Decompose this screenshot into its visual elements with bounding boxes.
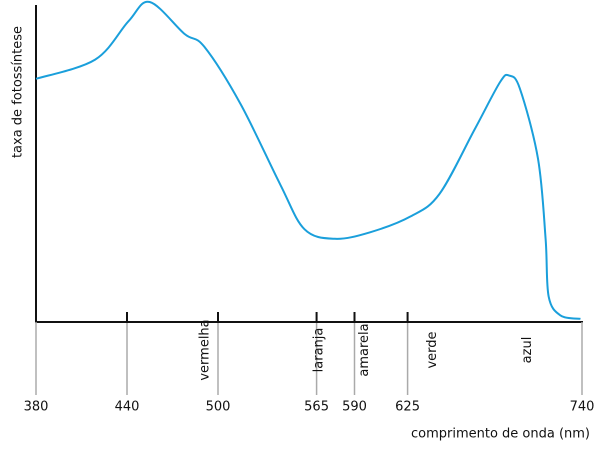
band-label: laranja	[311, 328, 326, 373]
x-tick-label: 625	[395, 400, 420, 415]
x-tick-label: 440	[115, 400, 140, 415]
x-axis-label: comprimento de onda (nm)	[411, 427, 590, 442]
y-axis-label: taxa de fotossíntese	[11, 26, 26, 158]
band-label: verde	[425, 331, 440, 368]
band-label: amarela	[357, 323, 372, 376]
x-tick-label: 565	[304, 400, 329, 415]
data-line	[35, 0, 581, 320]
x-tick-label: 740	[570, 400, 595, 415]
band-label: azul	[520, 337, 535, 364]
x-tick-label: 590	[342, 400, 367, 415]
band-label: vermelha	[198, 319, 213, 380]
x-tick-label: 500	[206, 400, 231, 415]
x-tick-label: 380	[24, 400, 49, 415]
